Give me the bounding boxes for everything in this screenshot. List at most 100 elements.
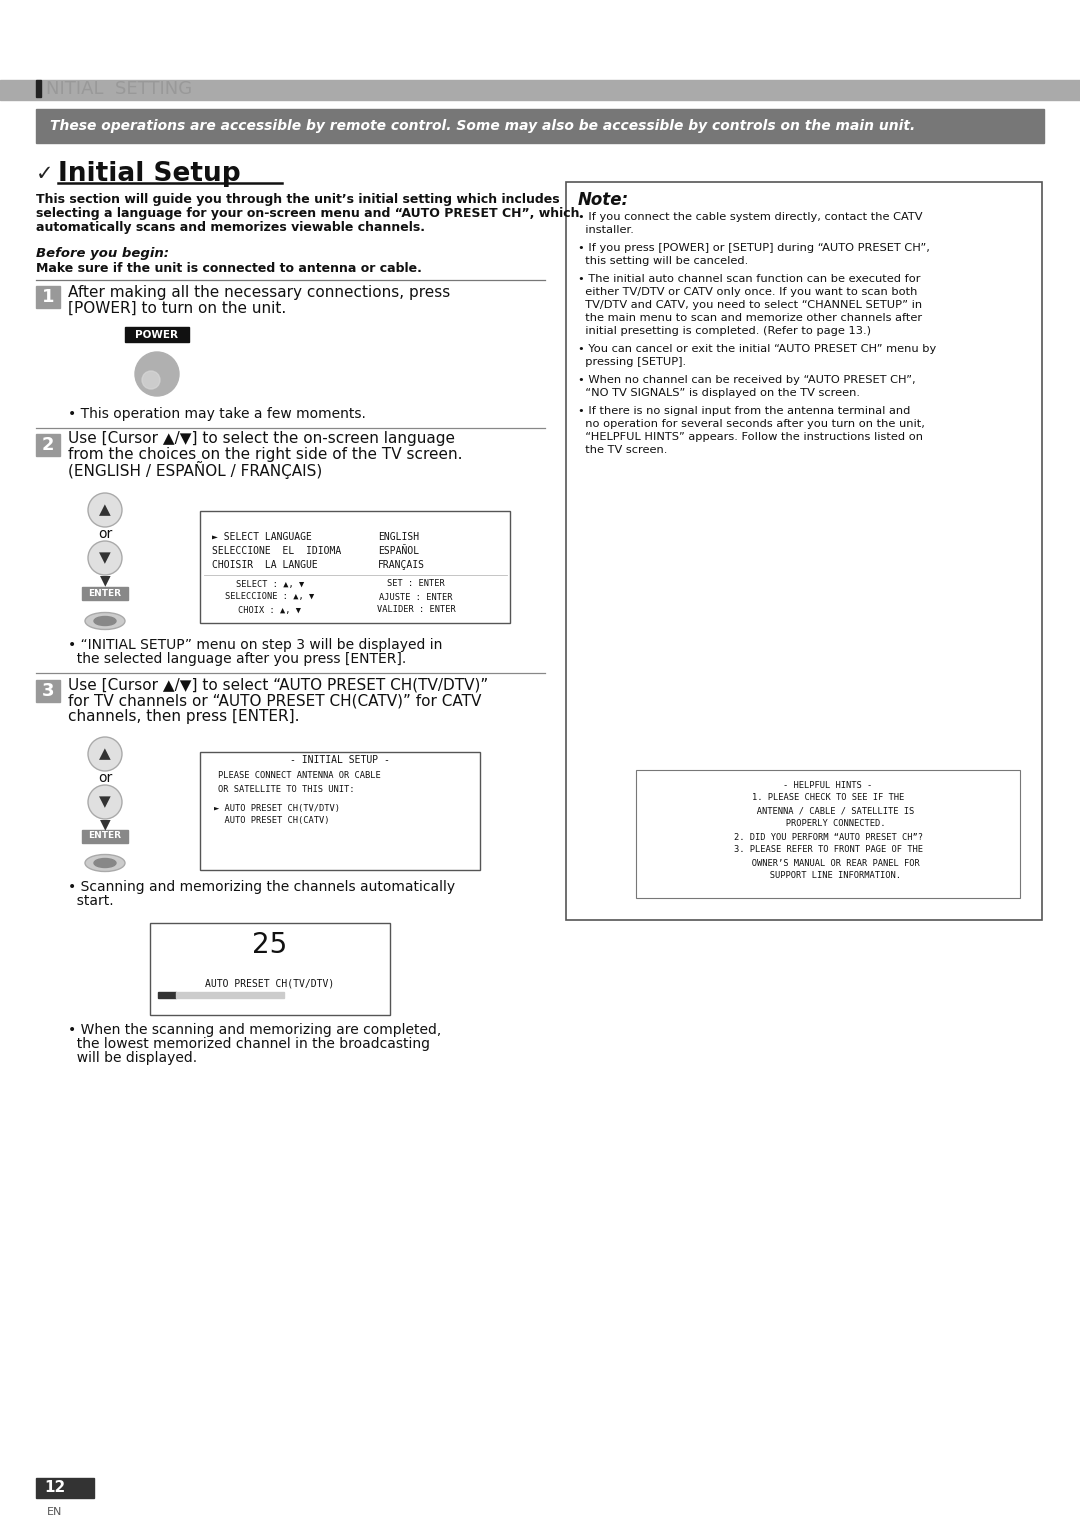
Text: After making all the necessary connections, press: After making all the necessary connectio…: [68, 284, 450, 299]
Text: 2: 2: [42, 436, 54, 455]
Text: • When the scanning and memorizing are completed,: • When the scanning and memorizing are c…: [68, 1022, 442, 1038]
Text: Note:: Note:: [578, 191, 630, 209]
Text: PROPERLY CONNECTED.: PROPERLY CONNECTED.: [770, 819, 886, 829]
Text: or: or: [98, 526, 112, 542]
Text: the lowest memorized channel in the broadcasting: the lowest memorized channel in the broa…: [68, 1038, 430, 1051]
Text: SELECCIONE : ▲, ▼: SELECCIONE : ▲, ▼: [226, 592, 314, 601]
Bar: [36, 108, 1044, 143]
Text: These operations are accessible by remote control. Some may also be accessible b: These operations are accessible by remot…: [50, 119, 915, 133]
Circle shape: [87, 737, 122, 771]
Circle shape: [135, 353, 179, 397]
Text: start.: start.: [68, 894, 113, 908]
Text: ▲: ▲: [99, 746, 111, 761]
Ellipse shape: [85, 855, 125, 871]
Text: or: or: [98, 771, 112, 784]
Text: • Scanning and memorizing the channels automatically: • Scanning and memorizing the channels a…: [68, 881, 455, 894]
Bar: [36, 433, 60, 456]
Text: Make sure if the unit is connected to antenna or cable.: Make sure if the unit is connected to an…: [36, 262, 422, 276]
Text: Use [Cursor ▲/▼] to select “AUTO PRESET CH(TV/DTV)”: Use [Cursor ▲/▼] to select “AUTO PRESET …: [68, 678, 488, 693]
Text: pressing [SETUP].: pressing [SETUP].: [578, 357, 686, 366]
Text: no operation for several seconds after you turn on the unit,: no operation for several seconds after y…: [578, 420, 924, 429]
Text: [POWER] to turn on the unit.: [POWER] to turn on the unit.: [68, 301, 286, 316]
Text: the main menu to scan and memorize other channels after: the main menu to scan and memorize other…: [578, 313, 922, 324]
Text: • “INITIAL SETUP” menu on step 3 will be displayed in: • “INITIAL SETUP” menu on step 3 will be…: [68, 638, 443, 652]
Bar: [82, 588, 129, 600]
Text: 3. PLEASE REFER TO FRONT PAGE OF THE: 3. PLEASE REFER TO FRONT PAGE OF THE: [733, 845, 922, 855]
Bar: [176, 992, 284, 998]
Text: PLEASE CONNECT ANTENNA OR CABLE: PLEASE CONNECT ANTENNA OR CABLE: [218, 772, 381, 780]
FancyBboxPatch shape: [150, 923, 390, 1015]
Text: 3: 3: [42, 682, 54, 700]
Text: ► AUTO PRESET CH(TV/DTV): ► AUTO PRESET CH(TV/DTV): [214, 804, 340, 812]
Bar: [0, 79, 1080, 101]
Text: This section will guide you through the unit’s initial setting which includes: This section will guide you through the …: [36, 194, 559, 206]
Text: ▼: ▼: [99, 551, 111, 566]
Ellipse shape: [85, 612, 125, 630]
Text: for TV channels or “AUTO PRESET CH(CATV)” for CATV: for TV channels or “AUTO PRESET CH(CATV)…: [68, 693, 482, 708]
Text: SELECCIONE  EL  IDIOMA: SELECCIONE EL IDIOMA: [212, 546, 341, 555]
Text: ANTENNA / CABLE / SATELLITE IS: ANTENNA / CABLE / SATELLITE IS: [741, 807, 915, 815]
Text: the TV screen.: the TV screen.: [578, 446, 667, 455]
Text: • If you connect the cable system directly, contact the CATV: • If you connect the cable system direct…: [578, 212, 922, 221]
Text: • This operation may take a few moments.: • This operation may take a few moments.: [68, 407, 366, 421]
Text: NITIAL  SETTING: NITIAL SETTING: [46, 79, 192, 98]
Text: this setting will be canceled.: this setting will be canceled.: [578, 256, 748, 266]
Text: POWER: POWER: [135, 330, 178, 340]
Text: VALIDER : ENTER: VALIDER : ENTER: [377, 606, 456, 615]
Text: the selected language after you press [ENTER].: the selected language after you press [E…: [68, 652, 406, 665]
Ellipse shape: [94, 859, 116, 867]
Text: AUTO PRESET CH(CATV): AUTO PRESET CH(CATV): [214, 815, 329, 824]
Text: ✓: ✓: [36, 163, 54, 185]
Text: automatically scans and memorizes viewable channels.: automatically scans and memorizes viewab…: [36, 221, 426, 235]
Text: • If there is no signal input from the antenna terminal and: • If there is no signal input from the a…: [578, 406, 910, 417]
Text: Use [Cursor ▲/▼] to select the on-screen language: Use [Cursor ▲/▼] to select the on-screen…: [68, 430, 455, 446]
Text: ▲: ▲: [99, 502, 111, 517]
FancyBboxPatch shape: [636, 771, 1020, 897]
Text: “HELPFUL HINTS” appears. Follow the instructions listed on: “HELPFUL HINTS” appears. Follow the inst…: [578, 432, 923, 443]
Bar: [125, 327, 189, 342]
Text: selecting a language for your on-screen menu and “AUTO PRESET CH”, which: selecting a language for your on-screen …: [36, 208, 580, 220]
Text: 2. DID YOU PERFORM “AUTO PRESET CH”?: 2. DID YOU PERFORM “AUTO PRESET CH”?: [733, 833, 922, 841]
Ellipse shape: [94, 617, 116, 626]
Text: ENTER: ENTER: [89, 589, 121, 598]
Text: ▼: ▼: [99, 572, 110, 588]
Text: 1. PLEASE CHECK TO SEE IF THE: 1. PLEASE CHECK TO SEE IF THE: [752, 794, 904, 803]
Circle shape: [87, 542, 122, 575]
Text: AJUSTE : ENTER: AJUSTE : ENTER: [379, 592, 453, 601]
FancyBboxPatch shape: [566, 182, 1042, 920]
Bar: [158, 992, 176, 998]
Text: 12: 12: [44, 1480, 66, 1495]
Text: 1: 1: [42, 288, 54, 307]
Bar: [36, 681, 60, 702]
Text: installer.: installer.: [578, 224, 634, 235]
FancyBboxPatch shape: [200, 752, 480, 870]
Text: ▼: ▼: [99, 795, 111, 809]
Text: CHOISIR  LA LANGUE: CHOISIR LA LANGUE: [212, 560, 318, 571]
Text: ▼: ▼: [99, 816, 110, 832]
Text: will be displayed.: will be displayed.: [68, 1051, 198, 1065]
Text: (ENGLISH / ESPAÑOL / FRANÇAIS): (ENGLISH / ESPAÑOL / FRANÇAIS): [68, 461, 322, 479]
Text: ENTER: ENTER: [89, 832, 121, 841]
Text: - HELPFUL HINTS -: - HELPFUL HINTS -: [783, 780, 873, 789]
FancyBboxPatch shape: [200, 511, 510, 623]
Text: Before you begin:: Before you begin:: [36, 247, 168, 261]
Circle shape: [87, 784, 122, 819]
Bar: [36, 79, 41, 98]
Text: EN: EN: [48, 1508, 63, 1517]
Text: SUPPORT LINE INFORMATION.: SUPPORT LINE INFORMATION.: [755, 871, 902, 881]
Bar: [82, 830, 129, 842]
Text: OWNER’S MANUAL OR REAR PANEL FOR: OWNER’S MANUAL OR REAR PANEL FOR: [737, 859, 920, 867]
Text: SET : ENTER: SET : ENTER: [387, 580, 445, 589]
Text: 25: 25: [253, 931, 287, 958]
Bar: [36, 1479, 94, 1499]
Text: TV/DTV and CATV, you need to select “CHANNEL SETUP” in: TV/DTV and CATV, you need to select “CHA…: [578, 301, 922, 310]
Circle shape: [141, 371, 160, 389]
Text: • You can cancel or exit the initial “AUTO PRESET CH” menu by: • You can cancel or exit the initial “AU…: [578, 343, 936, 354]
Text: “NO TV SIGNALS” is displayed on the TV screen.: “NO TV SIGNALS” is displayed on the TV s…: [578, 388, 860, 398]
Text: • When no channel can be received by “AUTO PRESET CH”,: • When no channel can be received by “AU…: [578, 375, 916, 385]
Text: initial presetting is completed. (Refer to page 13.): initial presetting is completed. (Refer …: [578, 327, 870, 336]
Text: • If you press [POWER] or [SETUP] during “AUTO PRESET CH”,: • If you press [POWER] or [SETUP] during…: [578, 243, 930, 253]
Text: OR SATELLITE TO THIS UNIT:: OR SATELLITE TO THIS UNIT:: [218, 784, 354, 794]
Circle shape: [87, 493, 122, 526]
Text: ESPAÑOL: ESPAÑOL: [378, 546, 419, 555]
